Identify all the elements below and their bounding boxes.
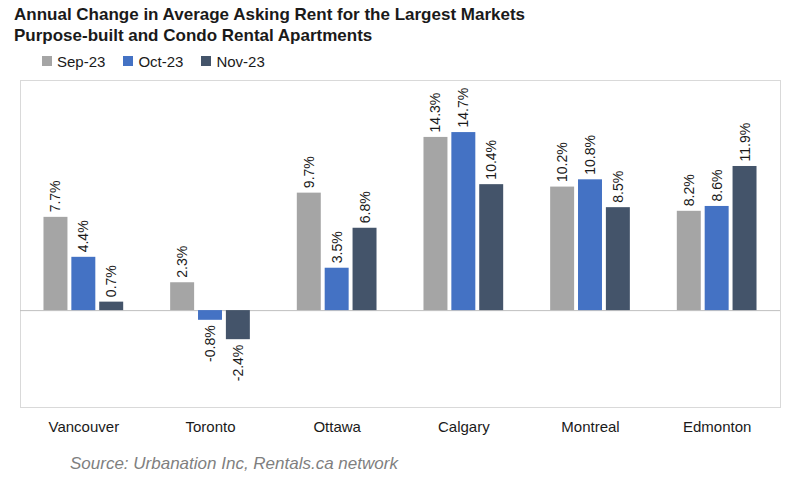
svg-text:4.4%: 4.4% — [75, 220, 91, 252]
html-text:Annual Change in Average Askin: Annual Change in Average Asking Rent for… — [14, 5, 525, 24]
svg-text:Toronto: Toronto — [185, 418, 235, 435]
html-text:Source: Urbanation Inc, Rental: Source: Urbanation Inc, Rentals.ca netwo… — [70, 454, 398, 473]
svg-text:11.9%: 11.9% — [737, 123, 753, 162]
html-text:Nov-23: Nov-23 — [216, 52, 265, 70]
svg-text:Ottawa: Ottawa — [313, 418, 361, 435]
svg-text:6.8%: 6.8% — [357, 191, 373, 223]
svg-text:10.4%: 10.4% — [483, 140, 499, 180]
html-text:Sep-23: Sep-23 — [57, 52, 106, 70]
svg-text:10.2%: 10.2% — [554, 142, 570, 182]
svg-text:8.6%: 8.6% — [709, 170, 725, 202]
svg-text:Edmonton: Edmonton — [683, 418, 751, 435]
html-text:Oct-23: Oct-23 — [138, 52, 184, 70]
svg-text:0.7%: 0.7% — [103, 265, 119, 297]
svg-text:9.7%: 9.7% — [301, 156, 317, 188]
svg-text:Vancouver: Vancouver — [49, 418, 120, 435]
svg-text:7.7%: 7.7% — [47, 180, 63, 212]
svg-text:-2.4%: -2.4% — [230, 345, 246, 382]
svg-text:14.7%: 14.7% — [455, 88, 471, 128]
svg-text:10.8%: 10.8% — [582, 135, 598, 175]
svg-text:-0.8%: -0.8% — [202, 325, 218, 362]
svg-text:Calgary: Calgary — [438, 418, 490, 435]
svg-text:3.5%: 3.5% — [329, 231, 345, 263]
svg-text:8.2%: 8.2% — [681, 174, 697, 206]
svg-text:14.3%: 14.3% — [427, 93, 443, 133]
svg-text:8.5%: 8.5% — [610, 171, 626, 203]
svg-text:Montreal: Montreal — [561, 418, 619, 435]
html-text:Purpose-built and Condo Rental: Purpose-built and Condo Rental Apartment… — [14, 26, 373, 45]
svg-text:2.3%: 2.3% — [174, 246, 190, 278]
